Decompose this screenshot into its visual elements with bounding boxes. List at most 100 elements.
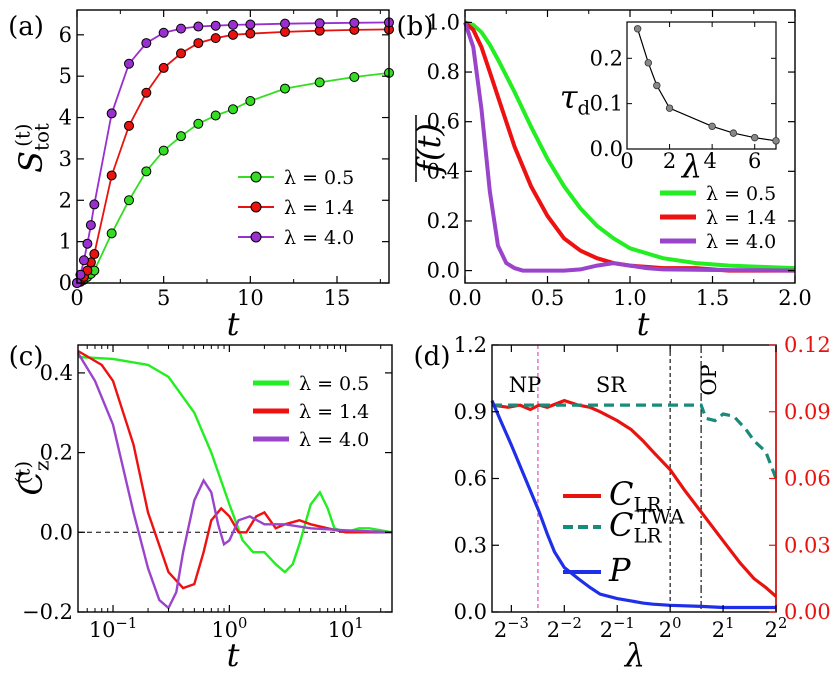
y-tick-label: 0.9 bbox=[454, 400, 487, 424]
y-tick-label: 0.6 bbox=[454, 467, 487, 491]
x-tick-label: 1.0 bbox=[613, 286, 646, 310]
data-point bbox=[193, 38, 204, 49]
data-point bbox=[245, 19, 256, 30]
legend-marker bbox=[250, 231, 262, 243]
data-point bbox=[106, 170, 117, 181]
inset-data-point bbox=[772, 137, 780, 145]
inset-data-point bbox=[708, 122, 716, 131]
y-tick-label: 5 bbox=[59, 64, 72, 88]
data-point bbox=[193, 21, 204, 32]
data-point bbox=[106, 228, 117, 239]
series-line bbox=[490, 399, 776, 610]
region-label-op: OP bbox=[697, 364, 721, 395]
x-tick-label: 10 bbox=[237, 286, 264, 310]
legend-label: λ = 4.0 bbox=[706, 231, 776, 253]
y-tick-label-right: 0.12 bbox=[784, 333, 830, 357]
data-point bbox=[193, 118, 204, 129]
legend-label: λ = 1.4 bbox=[284, 197, 354, 219]
panel-b: 0.0 0.5 1.0 1.5 2.00.00.20.40.60.81.0(b)tf(t… bbox=[397, 9, 812, 343]
inset-data-point bbox=[751, 133, 759, 142]
y-tick-label: 0.4 bbox=[427, 159, 460, 183]
plot-frame bbox=[77, 344, 393, 613]
inset-data-point bbox=[729, 129, 738, 137]
data-point bbox=[141, 38, 152, 49]
data-point bbox=[158, 145, 169, 156]
data-point bbox=[124, 120, 134, 131]
inset-x-axis-label: λ bbox=[680, 147, 702, 185]
data-point bbox=[124, 58, 134, 69]
x-tick-label: 10−1 bbox=[89, 615, 137, 642]
y-tick-label: 0.0 bbox=[40, 520, 73, 544]
legend-label: CLR bbox=[609, 475, 663, 516]
x-axis-label: t bbox=[227, 305, 240, 343]
inset-y-tick-label: 0.0 bbox=[590, 137, 623, 161]
y-tick-label: 0.0 bbox=[427, 259, 460, 283]
data-point bbox=[176, 23, 186, 34]
legend-label: λ = 1.4 bbox=[299, 401, 369, 423]
panel-label: (b) bbox=[397, 12, 434, 42]
data-point bbox=[75, 269, 86, 280]
data-point bbox=[106, 108, 117, 119]
data-point bbox=[210, 20, 221, 31]
plot-frame bbox=[76, 9, 390, 284]
data-point bbox=[228, 104, 238, 115]
legend-label: λ = 4.0 bbox=[299, 429, 369, 451]
inset-data-point bbox=[633, 25, 642, 33]
legend-label: λ = 0.5 bbox=[706, 183, 776, 205]
y-tick-label: 0 bbox=[59, 271, 72, 295]
inset-y-tick-label: 0.2 bbox=[590, 46, 623, 70]
y-tick-label-right: 0.00 bbox=[784, 600, 830, 624]
data-point bbox=[89, 199, 100, 210]
data-point bbox=[314, 18, 325, 29]
series-line bbox=[491, 398, 778, 598]
y-tick-label: 1 bbox=[59, 230, 72, 254]
panel-label: (a) bbox=[8, 12, 44, 42]
x-tick-label: 100 bbox=[211, 615, 247, 642]
data-point bbox=[210, 110, 221, 121]
data-point bbox=[280, 83, 290, 94]
y-tick-label: −0.2 bbox=[22, 600, 73, 624]
data-point bbox=[210, 33, 221, 44]
x-tick-label: 21 bbox=[712, 615, 735, 642]
x-tick-label: 15 bbox=[324, 286, 351, 310]
data-point bbox=[141, 166, 152, 177]
legend-label: λ = 4.0 bbox=[284, 227, 354, 249]
legend-label: λ = 1.4 bbox=[706, 207, 776, 229]
y-tick-label: 6 bbox=[59, 23, 72, 47]
series-line bbox=[463, 21, 796, 273]
data-point bbox=[176, 131, 186, 142]
y-tick-label: 0.4 bbox=[40, 361, 73, 385]
y-tick-label: 1.0 bbox=[427, 10, 460, 34]
inset-x-tick-label: 0 bbox=[620, 149, 633, 173]
inset-data-point bbox=[665, 104, 674, 112]
series-line bbox=[464, 20, 796, 271]
series-line bbox=[77, 349, 392, 590]
region-label-sr: SR bbox=[596, 373, 627, 397]
x-axis-label: λ bbox=[623, 636, 645, 674]
series-line bbox=[492, 403, 778, 480]
panel-label: (c) bbox=[9, 342, 44, 372]
data-point bbox=[349, 17, 360, 28]
series-line bbox=[76, 352, 393, 610]
y-axis-label: Stot(t) bbox=[12, 123, 54, 173]
data-point bbox=[176, 48, 186, 59]
inset-y-tick-label: 0.1 bbox=[590, 92, 623, 116]
y-tick-label: 0.3 bbox=[454, 533, 487, 557]
data-point bbox=[85, 220, 96, 231]
legend-label: P bbox=[608, 551, 631, 589]
inset-data-point bbox=[644, 59, 652, 67]
y-tick-label: 2 bbox=[59, 188, 72, 212]
region-label-np: NP bbox=[509, 373, 542, 397]
legend-label: λ = 0.5 bbox=[284, 167, 354, 189]
x-tick-label: 2−1 bbox=[600, 615, 635, 642]
data-point bbox=[89, 249, 100, 260]
y-tick-label: 0.2 bbox=[40, 441, 73, 465]
data-point bbox=[141, 87, 152, 98]
panel-d: 2−3 2−2 2−1 20 21 22 0.0 0.3 0.6 0.9 1.2 0.00 0.03 0.… bbox=[414, 333, 830, 674]
data-point bbox=[158, 62, 169, 73]
y-tick-label: 4 bbox=[59, 106, 72, 130]
y-tick-label: 0.6 bbox=[427, 110, 460, 134]
x-tick-label: 5 bbox=[157, 286, 170, 310]
legend-label: λ = 0.5 bbox=[299, 373, 369, 395]
y-axis-label: Cz(t) bbox=[12, 461, 54, 496]
